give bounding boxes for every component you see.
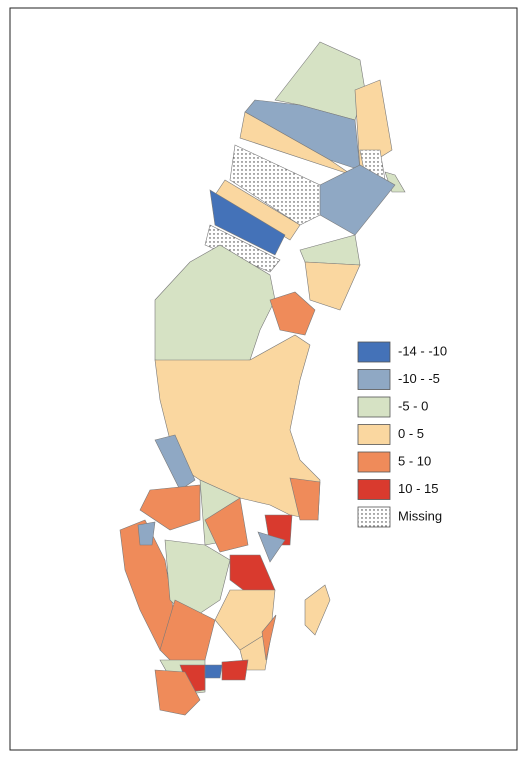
legend-label: -5 - 0 [398,398,428,413]
region [229,144,331,226]
legend-swatch [357,424,391,445]
region [154,434,196,491]
legend-swatch [357,396,391,418]
region [261,614,277,661]
legend-label: -14 - -10 [398,343,447,358]
legend-label: -10 - -5 [398,371,440,386]
region [354,79,393,171]
region [139,484,201,531]
region [304,584,331,636]
region [214,179,301,241]
region [269,291,316,336]
region [204,664,223,679]
region [304,261,361,311]
legend-label: Missing [398,508,442,523]
region [319,164,396,236]
region [257,531,286,563]
regions [119,41,406,716]
legend-swatch [357,451,391,473]
legend-swatch [357,369,391,390]
region [137,521,156,546]
region [221,659,249,681]
region [154,669,201,716]
legend-swatch [357,479,391,500]
legend-label: 0 - 5 [398,426,424,441]
region [209,189,286,256]
legend: -14 - -10 -10 - -5 -5 - 0 0 - 5 5 - 10 10 - 1… [357,341,447,528]
legend-swatch [357,506,391,528]
region [204,224,281,273]
legend-swatch [357,341,391,363]
region [164,539,231,621]
legend-label: 10 - 15 [398,481,438,496]
region [289,477,321,521]
legend-label: 5 - 10 [398,453,431,468]
region [204,497,249,553]
